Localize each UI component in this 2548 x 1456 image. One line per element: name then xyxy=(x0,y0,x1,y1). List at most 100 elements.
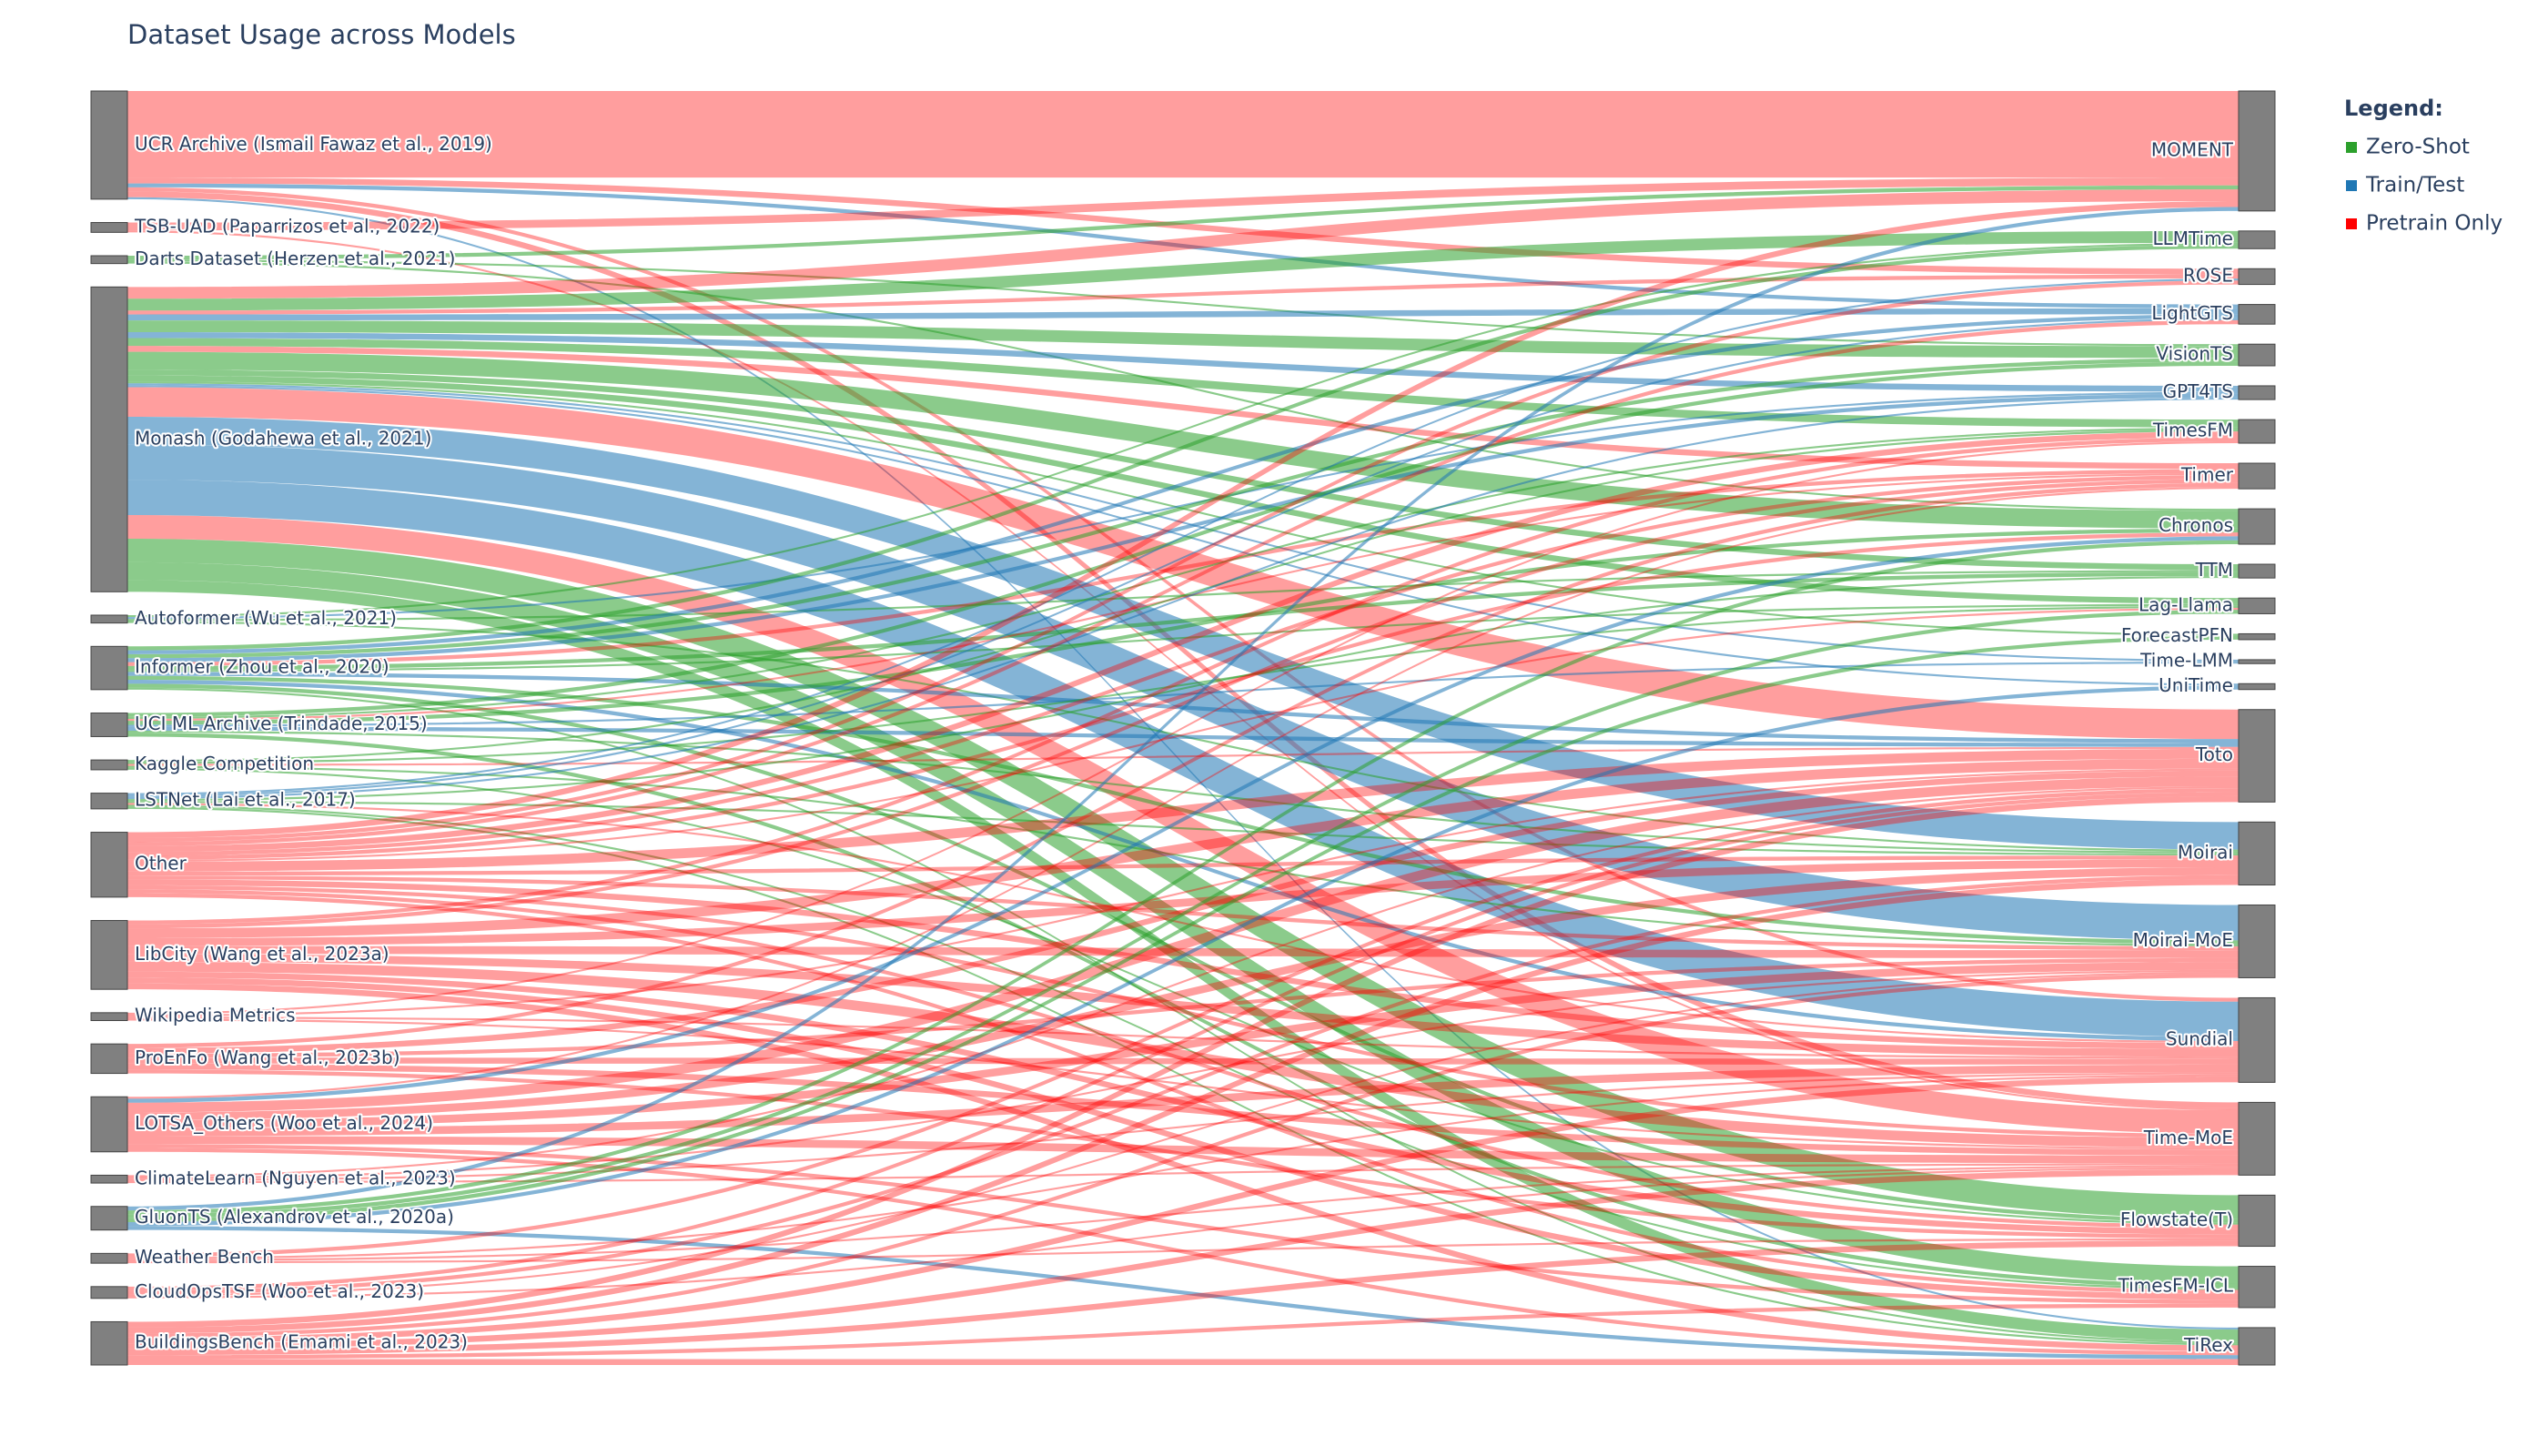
link xyxy=(127,969,2239,1179)
node xyxy=(2238,419,2276,444)
link xyxy=(127,1165,2239,1261)
node-label: Autoformer (Wu et al., 2021) xyxy=(135,607,397,629)
node xyxy=(2238,1327,2276,1366)
node xyxy=(90,1174,128,1184)
link xyxy=(127,1072,2239,1181)
link xyxy=(127,515,2239,1134)
link xyxy=(127,879,2239,1049)
link xyxy=(127,189,2239,299)
link xyxy=(127,187,2239,1002)
legend-label: Train/Test xyxy=(2365,174,2464,197)
link xyxy=(127,561,2239,1284)
link xyxy=(127,806,2239,1346)
link xyxy=(127,338,2239,428)
link xyxy=(127,1148,2239,1356)
link xyxy=(127,1069,2239,1239)
link xyxy=(127,885,2239,1138)
node-label: TimesFM-ICL xyxy=(2118,1275,2234,1297)
node xyxy=(90,1206,128,1231)
node-label: Darts Dataset (Herzen et al., 2021) xyxy=(135,248,455,269)
node-label: Monash (Godahewa et al., 2021) xyxy=(135,427,431,449)
link xyxy=(127,444,2239,941)
link xyxy=(127,603,2239,672)
link xyxy=(127,440,2239,1016)
link xyxy=(127,207,2239,1211)
link xyxy=(127,879,2239,1334)
link xyxy=(127,765,2239,946)
node-label: ROSE xyxy=(2183,264,2233,286)
link xyxy=(127,576,2239,802)
link xyxy=(127,319,2239,846)
node xyxy=(2238,904,2276,978)
node xyxy=(90,255,128,265)
link xyxy=(127,308,2239,321)
link xyxy=(127,528,2239,725)
node xyxy=(2238,1194,2276,1248)
link xyxy=(127,957,2239,1058)
link xyxy=(127,945,2239,958)
node-label: Kaggle Competition xyxy=(135,753,314,774)
legend-swatch xyxy=(2346,180,2357,191)
link xyxy=(127,387,2239,740)
link xyxy=(127,855,2239,876)
legend-title: Legend: xyxy=(2344,96,2443,121)
link xyxy=(127,662,2239,727)
node-label: Chronos xyxy=(2159,514,2233,536)
link xyxy=(127,427,2239,719)
link xyxy=(127,758,2239,938)
node xyxy=(90,713,128,737)
link xyxy=(127,971,2239,1235)
link xyxy=(127,429,2239,763)
link xyxy=(127,680,2239,1041)
node xyxy=(2238,632,2276,641)
link xyxy=(127,803,2239,1044)
node-label: UniTime xyxy=(2159,674,2233,696)
link xyxy=(127,974,2239,1338)
link xyxy=(127,397,2239,800)
link xyxy=(127,683,2239,1223)
link xyxy=(127,748,2239,872)
node-label: GPT4TS xyxy=(2163,380,2233,402)
link xyxy=(127,776,2239,1113)
link xyxy=(127,767,2239,1225)
link xyxy=(127,1016,2239,1059)
node xyxy=(90,920,128,990)
node-label: Weather Bench xyxy=(135,1246,274,1268)
node xyxy=(90,1320,128,1366)
link xyxy=(127,1076,2239,1344)
node-label: TimesFM xyxy=(2152,420,2233,441)
node-label: Toto xyxy=(2195,743,2233,765)
link xyxy=(127,733,2239,1289)
node xyxy=(90,1012,128,1021)
link xyxy=(127,961,2239,1148)
link xyxy=(127,482,2239,1048)
node-label: UCI ML Archive (Trindade, 2015) xyxy=(135,713,428,734)
link xyxy=(127,469,2239,666)
link xyxy=(127,91,2239,178)
link xyxy=(127,540,2239,1215)
node-label: Other xyxy=(135,853,187,875)
link xyxy=(127,635,2239,1223)
link xyxy=(127,320,2239,359)
link xyxy=(127,1074,2239,1259)
link xyxy=(127,242,2239,618)
node xyxy=(2238,343,2276,367)
node-label: ClimateLearn (Nguyen et al., 2023) xyxy=(135,1167,456,1188)
link xyxy=(127,859,2239,946)
chart-title: Dataset Usage across Models xyxy=(127,19,516,50)
link xyxy=(127,786,2239,1178)
link xyxy=(127,383,2239,662)
node xyxy=(2238,462,2276,490)
node-label: UCR Archive (Ismail Fawaz et al., 2019) xyxy=(135,133,492,155)
link xyxy=(127,358,2239,659)
link xyxy=(127,875,2239,1295)
link xyxy=(127,730,2239,854)
link xyxy=(127,971,2239,1297)
node-label: ProEnFo (Wang et al., 2023b) xyxy=(135,1046,400,1068)
link xyxy=(127,385,2239,686)
node-label: Time-MoE xyxy=(2143,1127,2233,1148)
link xyxy=(127,201,2239,839)
node-label: MOMENT xyxy=(2151,138,2234,160)
